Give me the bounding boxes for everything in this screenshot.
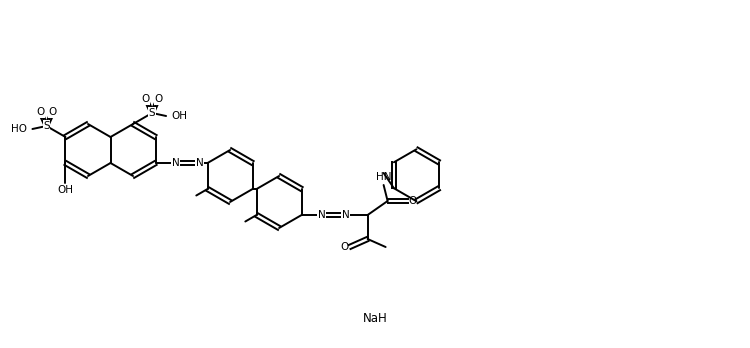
Text: S: S: [43, 121, 50, 131]
Text: O: O: [142, 94, 150, 104]
Text: O: O: [154, 94, 163, 104]
Text: N: N: [172, 158, 179, 168]
Text: OH: OH: [171, 111, 187, 121]
Text: HO: HO: [11, 124, 28, 134]
Text: OH: OH: [58, 185, 74, 195]
Text: O: O: [49, 107, 57, 117]
Text: N: N: [342, 210, 350, 220]
Text: O: O: [36, 107, 44, 117]
Text: N: N: [196, 158, 203, 168]
Text: O: O: [409, 196, 417, 206]
Text: S: S: [148, 108, 155, 118]
Text: NaH: NaH: [363, 311, 387, 324]
Text: N: N: [318, 210, 326, 220]
Text: HN: HN: [376, 172, 392, 182]
Text: O: O: [340, 242, 349, 252]
